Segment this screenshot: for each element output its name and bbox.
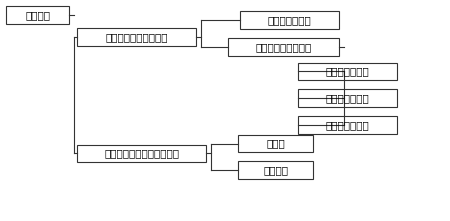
Text: 無電柱化: 無電柱化	[25, 10, 50, 20]
Text: 地中化以外による無電柱化: 地中化以外による無電柱化	[104, 149, 179, 158]
Bar	[297, 116, 397, 134]
Text: 電線共同溝方式: 電線共同溝方式	[268, 15, 311, 25]
Bar	[297, 63, 397, 80]
Bar	[77, 145, 206, 162]
Text: 自治体管路方式: 自治体管路方式	[325, 67, 369, 76]
Text: 要請者負担方式: 要請者負担方式	[325, 120, 369, 130]
Bar	[6, 6, 69, 24]
Bar	[238, 135, 314, 152]
Bar	[240, 11, 339, 29]
Text: 単独地中化方式: 単独地中化方式	[325, 93, 369, 103]
Text: 電線共同溝方式以外: 電線共同溝方式以外	[256, 42, 312, 52]
Text: 裏配線: 裏配線	[266, 139, 285, 149]
Bar	[238, 161, 314, 179]
Text: 地中化による無電柱化: 地中化による無電柱化	[105, 32, 168, 42]
Bar	[77, 28, 196, 46]
Bar	[297, 89, 397, 107]
Text: 軒下配線: 軒下配線	[263, 165, 288, 175]
Bar	[228, 38, 339, 56]
